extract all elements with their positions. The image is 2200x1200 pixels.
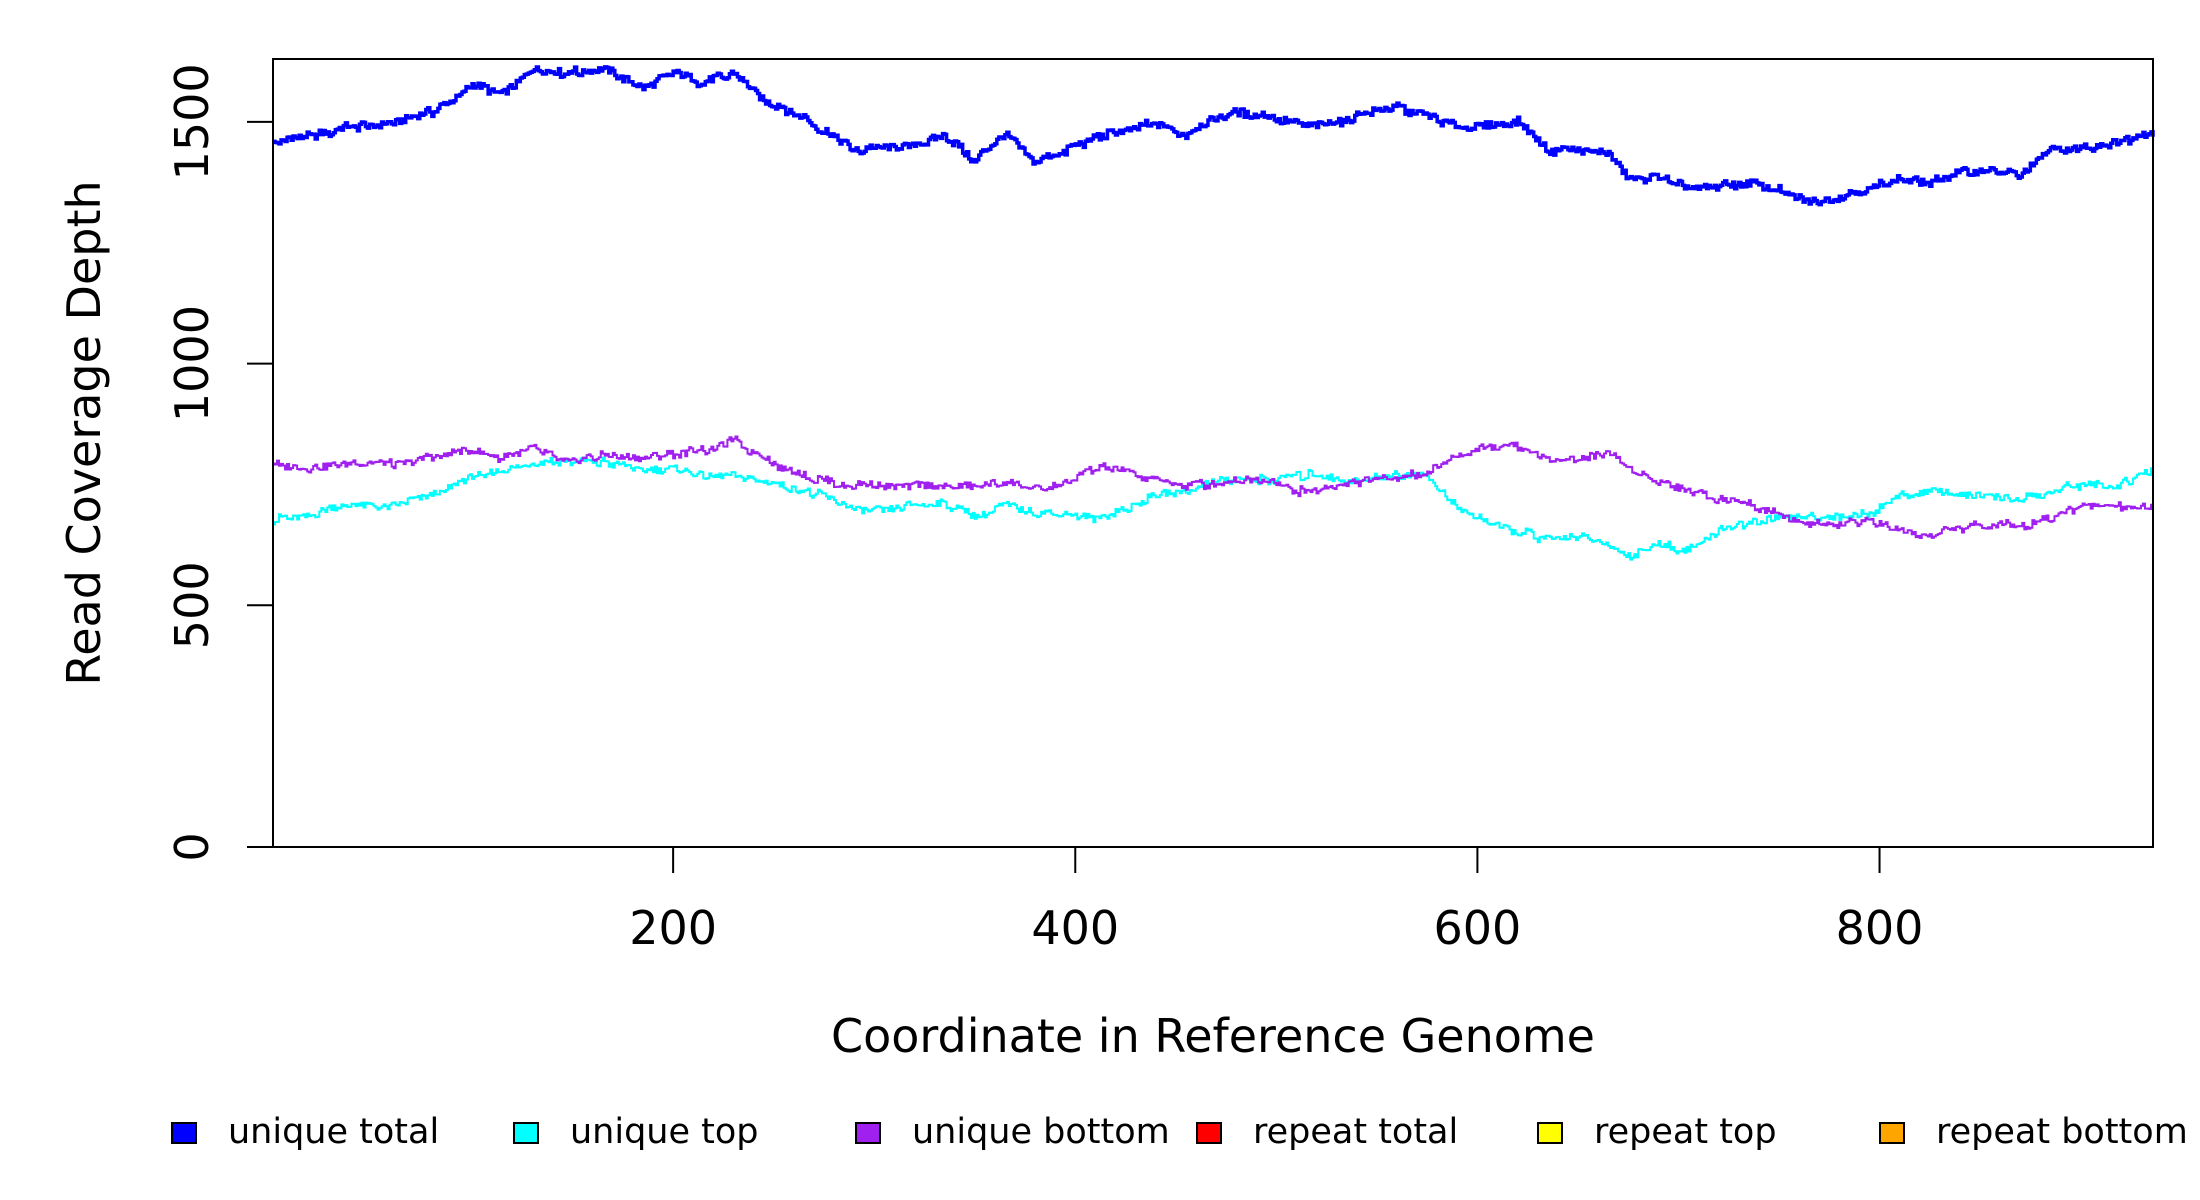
- legend-label-repeat-top: repeat top: [1594, 1112, 1777, 1152]
- y-tick-label: 0: [165, 832, 219, 861]
- x-tick-label: 600: [1434, 901, 1522, 955]
- series-line-unique-top: [273, 456, 2154, 561]
- legend-label-unique-total: unique total: [228, 1112, 439, 1152]
- y-axis: 0 500 1000 1500: [165, 63, 273, 862]
- legend-swatch-repeat-bottom: [1879, 1122, 1905, 1144]
- plot-frame: [272, 58, 2154, 848]
- legend-swatch-repeat-total: [1196, 1122, 1222, 1144]
- y-tick-label: 1000: [165, 305, 219, 422]
- legend: unique total unique top unique bottom repea…: [171, 1112, 2188, 1152]
- legend-swatch-unique-total: [171, 1122, 197, 1144]
- x-tick-label: 800: [1836, 901, 1924, 955]
- x-axis: 200 400 600 800: [629, 847, 1923, 955]
- legend-label-repeat-bottom: repeat bottom: [1936, 1112, 2188, 1152]
- legend-swatch-unique-top: [513, 1122, 539, 1144]
- legend-label-unique-top: unique top: [570, 1112, 759, 1152]
- y-tick-label: 1500: [165, 63, 219, 180]
- y-tick-label: 500: [165, 561, 219, 649]
- x-tick-label: 200: [629, 901, 717, 955]
- series-line-unique-bottom: [273, 435, 2154, 540]
- legend-label-unique-bottom: unique bottom: [912, 1112, 1170, 1152]
- legend-label-repeat-total: repeat total: [1253, 1112, 1458, 1152]
- x-tick-label: 400: [1031, 901, 1119, 955]
- y-axis-title: Read Coverage Depth: [57, 180, 111, 685]
- series-line-unique-total: [273, 65, 2155, 207]
- legend-swatch-repeat-top: [1537, 1122, 1563, 1144]
- legend-swatch-unique-bottom: [855, 1122, 881, 1144]
- x-axis-title: Coordinate in Reference Genome: [831, 1009, 1595, 1063]
